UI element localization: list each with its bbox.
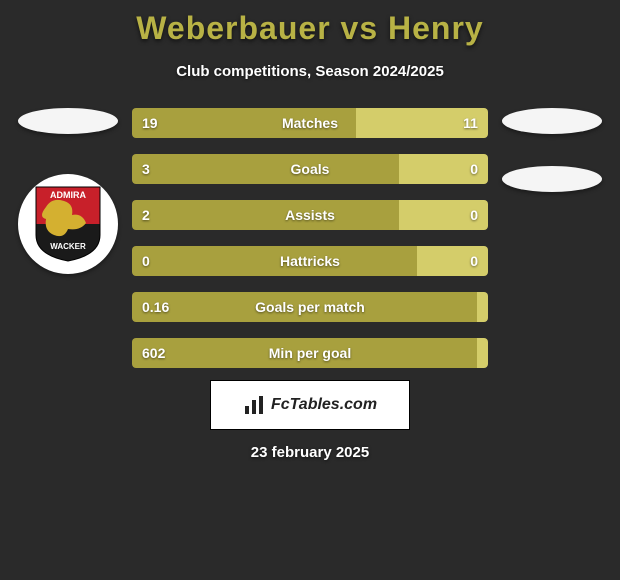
stat-left-value: 0.16 <box>132 292 477 322</box>
stat-left-value: 602 <box>132 338 477 368</box>
player1-badge: ADMIRA WACKER <box>18 174 118 274</box>
svg-text:ADMIRA: ADMIRA <box>50 190 86 200</box>
stat-right-value: 11 <box>356 108 488 138</box>
page-title: Weberbauer vs Henry <box>0 0 620 47</box>
stat-row: 0.16Goals per match <box>132 292 488 322</box>
left-side: ADMIRA WACKER <box>8 108 128 368</box>
fctables-label: FcTables.com <box>271 396 377 414</box>
stat-row: 602Min per goal <box>132 338 488 368</box>
date-text: 23 february 2025 <box>0 444 620 461</box>
stat-right-value <box>477 292 488 322</box>
stat-left-value: 2 <box>132 200 399 230</box>
stat-left-value: 0 <box>132 246 417 276</box>
player2-ellipse-1 <box>502 108 602 134</box>
player1-name: Weberbauer <box>136 10 330 46</box>
stat-row: 30Goals <box>132 154 488 184</box>
fctables-link[interactable]: FcTables.com <box>210 380 410 430</box>
content-area: ADMIRA WACKER 1911Matches 30Goals 20Assist… <box>0 108 620 368</box>
chart-icon <box>243 394 265 416</box>
right-side <box>492 108 612 368</box>
stat-right-value: 0 <box>399 154 488 184</box>
stat-right-value <box>477 338 488 368</box>
stat-right-value: 0 <box>399 200 488 230</box>
vs-text: vs <box>341 10 388 46</box>
svg-text:WACKER: WACKER <box>50 242 86 251</box>
subtitle: Club competitions, Season 2024/2025 <box>0 63 620 80</box>
stat-right-value: 0 <box>417 246 488 276</box>
stats-bars: 1911Matches 30Goals 20Assists 00Hattricks 0.… <box>128 108 492 368</box>
player2-name: Henry <box>388 10 484 46</box>
stat-row: 1911Matches <box>132 108 488 138</box>
admira-wacker-shield-icon: ADMIRA WACKER <box>34 185 102 263</box>
player1-ellipse <box>18 108 118 134</box>
player2-ellipse-2 <box>502 166 602 192</box>
stat-left-value: 3 <box>132 154 399 184</box>
stat-row: 20Assists <box>132 200 488 230</box>
stat-row: 00Hattricks <box>132 246 488 276</box>
stat-left-value: 19 <box>132 108 356 138</box>
